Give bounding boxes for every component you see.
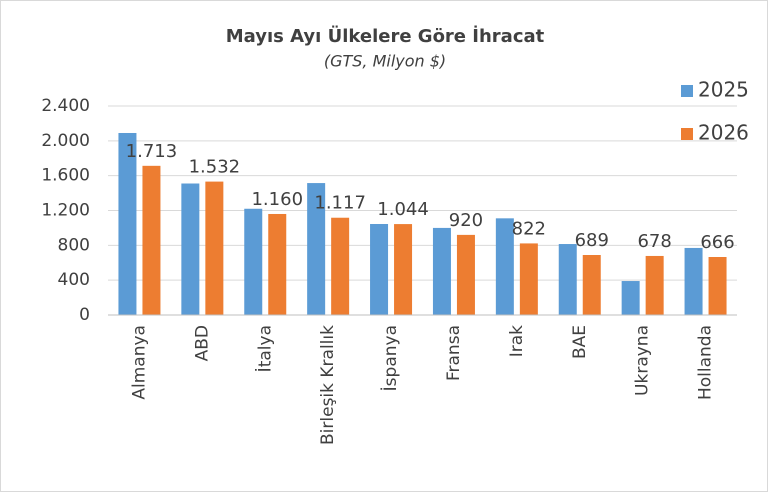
bar <box>331 217 350 315</box>
bar <box>118 132 137 315</box>
bar <box>519 243 538 315</box>
y-tick-label: 1.600 <box>41 166 90 186</box>
bar <box>307 183 326 315</box>
x-tick-label: İtalya <box>254 325 275 372</box>
bar <box>181 183 200 315</box>
x-tick-label: Fransa <box>444 325 464 381</box>
bar <box>582 254 601 315</box>
data-label: 1.713 <box>126 141 178 162</box>
data-label: 678 <box>637 231 671 252</box>
legend-swatch <box>681 128 693 140</box>
x-tick-label: Irak <box>507 325 527 357</box>
legend-label: 2025 <box>698 78 749 102</box>
data-label: 1.532 <box>189 157 241 178</box>
data-label: 822 <box>512 218 546 239</box>
x-tick-label: İspanya <box>380 325 401 391</box>
bar <box>495 218 514 315</box>
bar <box>394 224 413 315</box>
data-label: 1.117 <box>314 193 366 214</box>
legend-swatch <box>681 85 693 97</box>
data-label: 689 <box>575 230 609 251</box>
bar <box>645 255 664 315</box>
x-tick-label: Ukrayna <box>633 325 653 396</box>
bar <box>370 223 389 315</box>
bar <box>205 181 224 315</box>
y-tick-label: 2.000 <box>41 131 90 151</box>
y-tick-label: 800 <box>58 235 90 255</box>
chart-title: Mayıs Ayı Ülkelere Göre İhracat <box>226 25 545 47</box>
data-label: 1.160 <box>251 189 303 210</box>
y-tick-label: 1.200 <box>41 201 90 221</box>
bar <box>268 213 287 315</box>
x-tick-label: Hollanda <box>696 325 716 400</box>
bar <box>456 234 475 315</box>
x-tick-label: Birleşik Krallık <box>318 325 338 445</box>
x-tick-label: Almanya <box>129 325 149 400</box>
bar <box>708 257 727 315</box>
data-label: 1.044 <box>377 199 429 220</box>
data-label: 666 <box>700 232 734 253</box>
bar <box>142 165 161 315</box>
data-label: 920 <box>449 210 483 231</box>
bar <box>684 247 703 315</box>
chart-subtitle: (GTS, Milyon $) <box>324 52 446 71</box>
bar <box>244 208 263 315</box>
x-tick-label: ABD <box>192 325 212 361</box>
y-tick-label: 2.400 <box>41 96 90 116</box>
bar <box>621 281 640 315</box>
bar <box>432 227 451 315</box>
y-tick-label: 0 <box>79 305 90 325</box>
x-tick-label: BAE <box>570 325 590 359</box>
bar <box>558 244 577 315</box>
y-tick-label: 400 <box>58 270 90 290</box>
legend-label: 2026 <box>698 121 749 145</box>
